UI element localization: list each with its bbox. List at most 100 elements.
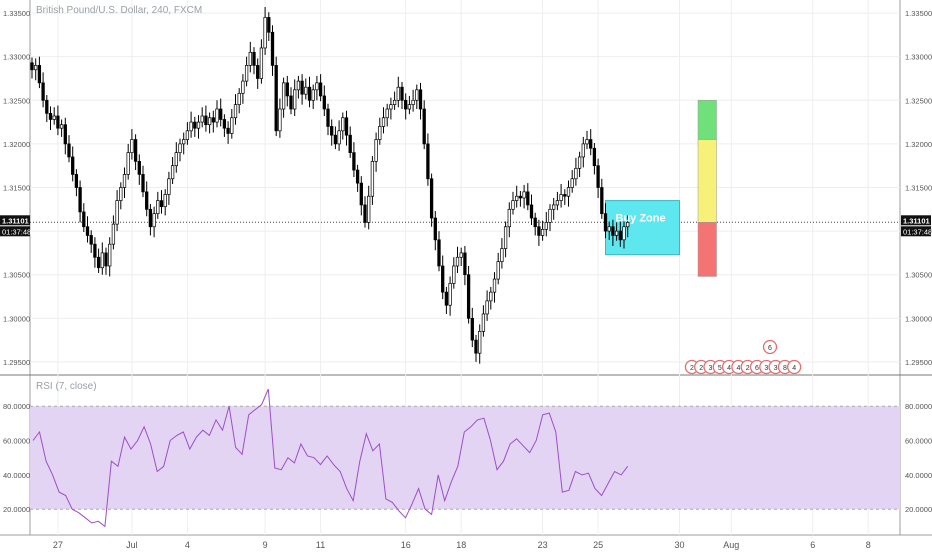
candle-body: [189, 121, 193, 132]
candle-body: [552, 204, 556, 210]
candle-body: [415, 89, 419, 101]
candle-body: [326, 108, 330, 127]
candle-body: [133, 139, 138, 162]
rsi-tick-label-right: 40.0000: [905, 471, 932, 480]
current-price-badge-left: [0, 215, 30, 226]
event-badge-label: 4: [792, 365, 796, 372]
candle-body: [252, 51, 256, 66]
rsi-line: [32, 388, 629, 528]
candle-body: [233, 104, 238, 119]
event-badge-label: 3: [764, 365, 768, 372]
rsi-tick-label-left: 80.0000: [3, 402, 30, 411]
y-tick-label-right: 1.30000: [905, 314, 932, 323]
candle-body: [237, 92, 241, 106]
countdown-badge: [901, 226, 931, 237]
candle-body: [422, 108, 426, 145]
candle-body: [540, 229, 545, 236]
x-tick-label: 16: [401, 540, 411, 550]
candle-body: [219, 108, 223, 120]
candle-body: [34, 65, 38, 71]
candle-body: [152, 213, 156, 228]
candle-body: [200, 115, 204, 123]
candle-body: [392, 99, 397, 106]
candle-body: [311, 89, 315, 101]
candle-body: [296, 80, 301, 91]
y-tick-label-right: 1.33500: [905, 9, 932, 18]
candle-body: [363, 204, 367, 223]
candle-body: [596, 165, 600, 188]
candle-body: [404, 99, 408, 110]
candle-body: [148, 208, 153, 228]
y-tick-label-left: 1.33500: [3, 9, 30, 18]
candle-body: [145, 191, 149, 210]
candle-body: [111, 223, 116, 245]
event-badge-label: 5: [718, 365, 722, 372]
candle-body: [193, 121, 197, 129]
candle-body: [585, 139, 589, 145]
candle-body: [607, 226, 611, 232]
candle-body: [285, 82, 289, 97]
rsi-tick-label-right: 60.0000: [905, 437, 932, 446]
candle-body: [555, 200, 560, 206]
candle-body: [178, 143, 182, 153]
candle-body: [59, 124, 64, 129]
candle-body: [267, 17, 271, 33]
candle-body: [226, 127, 230, 134]
x-tick-label: 30: [674, 540, 684, 550]
candle-body: [196, 121, 201, 129]
y-tick-label-right: 1.32500: [905, 96, 932, 105]
candle-body: [589, 139, 593, 149]
candle-body: [526, 191, 530, 206]
candle-body: [626, 222, 630, 228]
candle-body: [385, 108, 389, 119]
candle-body: [304, 86, 308, 95]
candle-body: [215, 108, 219, 123]
candle-body: [119, 187, 123, 201]
candle-body: [574, 167, 578, 180]
y-tick-label-right: 1.33000: [905, 53, 932, 62]
candle-body: [563, 194, 567, 197]
candle-body: [330, 126, 334, 136]
candle-body: [293, 89, 297, 110]
candle-body: [367, 195, 371, 223]
candle-body: [592, 147, 597, 167]
candle-body: [74, 174, 79, 188]
candle-body: [496, 261, 500, 280]
event-badge-label: 3: [709, 365, 713, 372]
y-tick-label-right: 1.32000: [905, 140, 932, 149]
candle-body: [300, 80, 304, 95]
candle-body: [163, 194, 167, 208]
x-tick-label: Jul: [126, 540, 138, 550]
y-tick-label-left: 1.31500: [3, 184, 30, 193]
event-badge-label: 3: [774, 365, 778, 372]
rsi-title: RSI (7, close): [36, 381, 97, 392]
candle-body: [441, 265, 445, 293]
candle-body: [566, 187, 571, 197]
rsi-tick-label-left: 20.0000: [3, 505, 30, 514]
y-tick-label-left: 1.30500: [3, 271, 30, 280]
candle-body: [30, 62, 34, 71]
y-tick-label-right: 1.30500: [905, 271, 932, 280]
candle-body: [333, 134, 338, 145]
x-tick-label: 8: [866, 540, 871, 550]
event-badge-circle: [787, 359, 802, 375]
x-tick-label: 25: [593, 540, 603, 550]
candle-body: [315, 82, 319, 91]
candle-body: [518, 195, 523, 199]
candle-body: [281, 82, 286, 110]
candle-body: [85, 226, 90, 236]
candle-body: [444, 291, 449, 306]
candle-body: [500, 248, 504, 262]
candle-body: [263, 17, 267, 49]
y-tick-label-right: 1.31500: [905, 184, 932, 193]
candle-body: [241, 80, 245, 94]
candle-body: [622, 226, 626, 241]
candle-body: [433, 217, 437, 241]
candle-body: [244, 65, 249, 82]
x-tick-label: 27: [53, 540, 63, 550]
candle-body: [474, 339, 478, 354]
countdown-value: 01:37:48: [903, 227, 932, 236]
candle-body: [337, 130, 341, 145]
